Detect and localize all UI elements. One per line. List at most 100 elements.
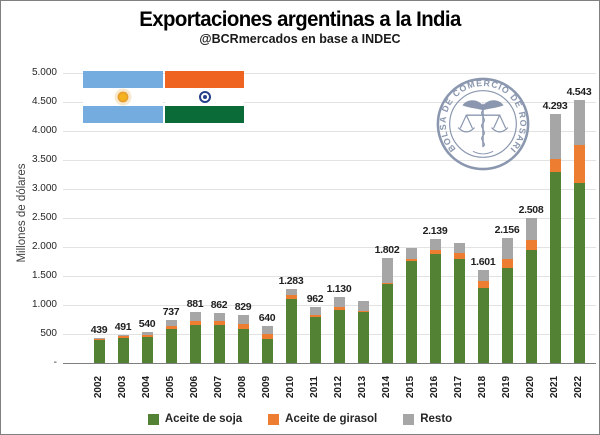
bar-segment-aceite-de-soja-2010 bbox=[285, 298, 297, 363]
y-tick-label: 5.000 bbox=[31, 67, 57, 78]
bar-segment-aceite-de-girasol-2016 bbox=[429, 249, 441, 254]
x-tick-label-2016: 2016 bbox=[429, 375, 440, 399]
bar-segment-aceite-de-girasol-2007 bbox=[213, 321, 225, 325]
bar-segment-aceite-de-soja-2002 bbox=[93, 340, 105, 363]
bar-segment-aceite-de-soja-2015 bbox=[405, 260, 417, 363]
bar-segment-aceite-de-soja-2020 bbox=[525, 249, 537, 363]
bar-segment-aceite-de-girasol-2019 bbox=[501, 258, 513, 268]
bar-segment-resto-2002 bbox=[93, 337, 105, 339]
x-tick-label-2013: 2013 bbox=[357, 375, 368, 399]
gridline bbox=[63, 131, 596, 132]
bar-segment-resto-2022 bbox=[573, 99, 585, 145]
legend-item-aceite-de-soja: Aceite de soja bbox=[147, 413, 242, 425]
bar-segment-resto-2015 bbox=[405, 248, 417, 259]
argentina-flag-stripe-top bbox=[83, 71, 163, 89]
bar-segment-resto-2019 bbox=[501, 237, 513, 259]
ashoka-chakra-icon bbox=[198, 90, 211, 103]
bar-segment-aceite-de-soja-2009 bbox=[261, 338, 273, 363]
bar-segment-resto-2021 bbox=[549, 114, 561, 160]
bar-segment-resto-2005 bbox=[165, 320, 177, 327]
india-flag bbox=[165, 71, 244, 123]
gridline bbox=[63, 218, 596, 219]
x-tick-label-2004: 2004 bbox=[141, 375, 152, 399]
total-label-2012: 1.130 bbox=[326, 283, 352, 296]
gridline bbox=[63, 73, 596, 74]
x-tick-label-2005: 2005 bbox=[165, 375, 176, 399]
bar-segment-resto-2009 bbox=[261, 325, 273, 334]
bar-segment-aceite-de-soja-2004 bbox=[141, 337, 153, 363]
y-tick-label: 2.500 bbox=[31, 212, 57, 223]
bar-segment-aceite-de-girasol-2014 bbox=[381, 282, 393, 284]
bar-segment-aceite-de-soja-2016 bbox=[429, 253, 441, 363]
total-label-2002: 439 bbox=[90, 323, 108, 336]
bar-segment-aceite-de-girasol-2018 bbox=[477, 281, 489, 289]
y-tick-label: 3.500 bbox=[31, 154, 57, 165]
gridline bbox=[63, 160, 596, 161]
y-tick-label: 2.000 bbox=[31, 241, 57, 252]
total-label-2004: 540 bbox=[138, 317, 156, 330]
caduceus-scales-icon bbox=[457, 100, 509, 155]
total-label-2014: 1.802 bbox=[374, 244, 400, 257]
gridline bbox=[63, 102, 596, 103]
total-label-2018: 1.601 bbox=[470, 256, 496, 269]
bar-segment-aceite-de-girasol-2006 bbox=[189, 321, 201, 326]
bar-segment-aceite-de-soja-2018 bbox=[477, 288, 489, 363]
y-tick-label: 1.500 bbox=[31, 270, 57, 281]
x-axis-line bbox=[63, 363, 596, 364]
legend: Aceite de soja Aceite de girasol Resto bbox=[1, 413, 599, 425]
india-flag-stripe-top bbox=[165, 71, 244, 89]
bar-segment-resto-2003 bbox=[117, 334, 129, 336]
bar-segment-aceite-de-girasol-2004 bbox=[141, 334, 153, 338]
total-label-2011: 962 bbox=[306, 293, 324, 306]
x-tick-label-2020: 2020 bbox=[525, 375, 536, 399]
bar-segment-aceite-de-soja-2019 bbox=[501, 267, 513, 363]
bar-segment-resto-2008 bbox=[237, 314, 249, 325]
x-tick-label-2009: 2009 bbox=[261, 375, 272, 399]
x-tick-label-2008: 2008 bbox=[237, 375, 248, 399]
soja-swatch-icon bbox=[147, 413, 159, 425]
bar-segment-resto-2017 bbox=[453, 242, 465, 254]
bar-segment-resto-2006 bbox=[189, 311, 201, 322]
x-tick-label-2006: 2006 bbox=[189, 375, 200, 399]
bar-segment-aceite-de-girasol-2021 bbox=[549, 159, 561, 172]
bar-segment-aceite-de-soja-2003 bbox=[117, 337, 129, 363]
x-tick-label-2014: 2014 bbox=[381, 375, 392, 399]
y-tick-label: 4.000 bbox=[31, 125, 57, 136]
x-tick-label-2007: 2007 bbox=[213, 375, 224, 399]
x-tick-label-2010: 2010 bbox=[285, 375, 296, 399]
bar-segment-aceite-de-girasol-2013 bbox=[357, 310, 369, 312]
x-tick-label-2021: 2021 bbox=[549, 375, 560, 399]
legend-label-girasol: Aceite de girasol bbox=[285, 413, 378, 425]
argentina-flag-stripe-middle bbox=[83, 88, 163, 106]
bar-segment-aceite-de-soja-2011 bbox=[309, 317, 321, 363]
bar-segment-aceite-de-soja-2013 bbox=[357, 311, 369, 363]
bar-segment-aceite-de-soja-2017 bbox=[453, 259, 465, 363]
x-tick-label-2012: 2012 bbox=[333, 375, 344, 399]
bar-segment-aceite-de-girasol-2008 bbox=[237, 324, 249, 330]
x-tick-label-2018: 2018 bbox=[477, 375, 488, 399]
chart-title: Exportaciones argentinas a la India bbox=[139, 8, 461, 31]
y-tick-label: 3.000 bbox=[31, 183, 57, 194]
bar-segment-aceite-de-soja-2005 bbox=[165, 329, 177, 363]
bar-segment-resto-2004 bbox=[141, 331, 153, 335]
x-tick-label-2015: 2015 bbox=[405, 375, 416, 399]
x-tick-label-2011: 2011 bbox=[309, 376, 320, 398]
bar-segment-aceite-de-girasol-2012 bbox=[333, 307, 345, 310]
y-tick-label: 1.000 bbox=[31, 299, 57, 310]
x-tick-label-2003: 2003 bbox=[117, 375, 128, 399]
y-tick-label: - bbox=[53, 357, 57, 368]
bcr-logo: BOLSA DE COMERCIO DE ROSARIO bbox=[434, 75, 530, 171]
bar-segment-aceite-de-soja-2006 bbox=[189, 325, 201, 363]
bar-segment-aceite-de-soja-2014 bbox=[381, 283, 393, 363]
total-label-2009: 640 bbox=[258, 311, 276, 324]
chart-subtitle: @BCRmercados en base a INDEC bbox=[199, 32, 401, 46]
bar-segment-resto-2020 bbox=[525, 217, 537, 241]
x-tick-label-2017: 2017 bbox=[453, 375, 464, 399]
bar-segment-resto-2012 bbox=[333, 297, 345, 308]
total-label-2016: 2.139 bbox=[422, 224, 448, 237]
bar-segment-resto-2007 bbox=[213, 313, 225, 322]
total-label-2003: 491 bbox=[114, 320, 132, 333]
bar-segment-resto-2014 bbox=[381, 258, 393, 283]
girasol-swatch-icon bbox=[268, 413, 280, 425]
bar-segment-aceite-de-girasol-2020 bbox=[525, 240, 537, 250]
